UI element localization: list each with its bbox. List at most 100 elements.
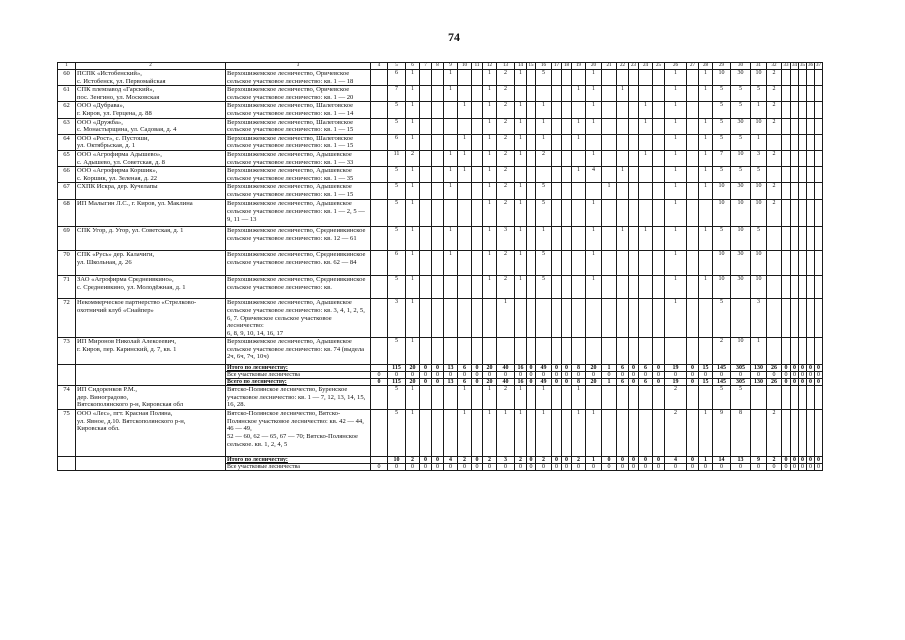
value-cell: 1 [482,250,497,277]
value-cell: 1 [405,133,420,151]
table-row: 63 ООО «Дружба», с. Монастырщина, ул. Сад… [57,117,823,135]
total-value: 13 [443,364,458,373]
value-cell [798,385,807,411]
value-cell: 1 [664,149,687,168]
value-cell [781,226,791,252]
value-cell: 2 [766,101,782,119]
value-cell [551,337,562,366]
value-cell [652,409,665,458]
value-cell: 1 [535,133,552,151]
value-cell [571,298,586,339]
total-value: 0 [551,371,562,380]
total-value: 0 [431,364,444,373]
total-value: 0 [419,378,432,387]
total-value [370,364,388,373]
value-cell [766,166,782,184]
value-cell [482,298,497,339]
value-cell: 1 [443,250,458,277]
value-cell [781,385,791,411]
value-cell [686,117,699,135]
value-cell [781,337,791,366]
total-value: 6 [638,364,653,373]
row-number: 74 [57,385,76,411]
column-number: 25 [652,62,665,70]
value-cell [698,250,713,277]
value-cell [814,250,823,277]
value-cell [526,298,536,339]
total-value: 0 [561,456,572,465]
value-cell [431,133,444,151]
value-cell [471,385,483,411]
value-cell [561,409,572,458]
total-value: 0 [535,463,552,472]
value-cell: 5 [387,226,406,252]
value-cell: 8 [730,409,751,458]
value-cell [638,409,653,458]
value-cell: 6 [387,68,406,87]
value-cell: 1 [535,117,552,135]
row-number: 61 [57,85,76,103]
value-cell: 1 [638,117,653,135]
table-row: 75 ООО «Лес», пгт. Красная Поляна, ул. Яв… [57,409,823,458]
value-cell [431,166,444,184]
total-value: 0 [561,378,572,387]
value-cell [781,117,791,135]
value-cell: 2 [496,101,515,119]
value-cell: 7 [387,85,406,103]
value-cell: 1 [405,298,420,339]
value-cell [790,117,799,135]
row-number: 67 [57,182,76,201]
value-cell [616,385,629,411]
total-value: 0 [457,463,472,472]
value-cell [526,117,536,135]
value-cell [638,275,653,300]
value-cell [638,250,653,277]
value-cell [370,275,388,300]
value-cell [781,275,791,300]
row-number: 66 [57,166,76,184]
value-cell [551,298,562,339]
value-cell: 1 [664,117,687,135]
total-value: 115 [387,378,406,387]
total-value: 20 [482,378,497,387]
value-cell [790,133,799,151]
total-value: 145 [712,378,731,387]
value-cell [628,409,639,458]
value-cell: 5 [712,385,731,411]
total-value: 145 [712,364,731,373]
value-cell: 2 [664,409,687,458]
total-value: 0 [781,463,791,472]
value-cell [514,85,527,103]
value-cell: 9 [712,409,731,458]
total-value: 0 [471,371,483,380]
value-cell [585,182,602,201]
value-cell: 2 [496,199,515,228]
value-cell [443,101,458,119]
forestry-area: Верхошижемское лесничество, Адышевское с… [225,166,371,184]
value-cell [781,133,791,151]
value-cell: 1 [482,101,497,119]
total-value: 0 [781,364,791,373]
table-row: 68 ИП Малыгин Л.С., г. Киров, ул. Маклина… [57,199,823,228]
column-number: 10 [457,62,472,70]
value-cell [526,385,536,411]
total-value: 2 [535,456,552,465]
value-cell [535,298,552,339]
value-cell [806,117,815,135]
value-cell: 1 [585,85,602,103]
value-cell: 1 [698,133,713,151]
value-cell [652,101,665,119]
value-cell [652,275,665,300]
value-cell: 1 [482,68,497,87]
value-cell [431,182,444,201]
value-cell: 1 [664,199,687,228]
total-value: 19 [664,364,687,373]
value-cell [601,337,617,366]
total-value: 0 [616,463,629,472]
value-cell [798,337,807,366]
value-cell [686,68,699,87]
value-cell [370,298,388,339]
total-value: 40 [496,364,515,373]
column-number: 35 [798,62,807,70]
organization-name: СПК племзавод «Гарский», пос. Зенгино, у… [75,85,226,103]
